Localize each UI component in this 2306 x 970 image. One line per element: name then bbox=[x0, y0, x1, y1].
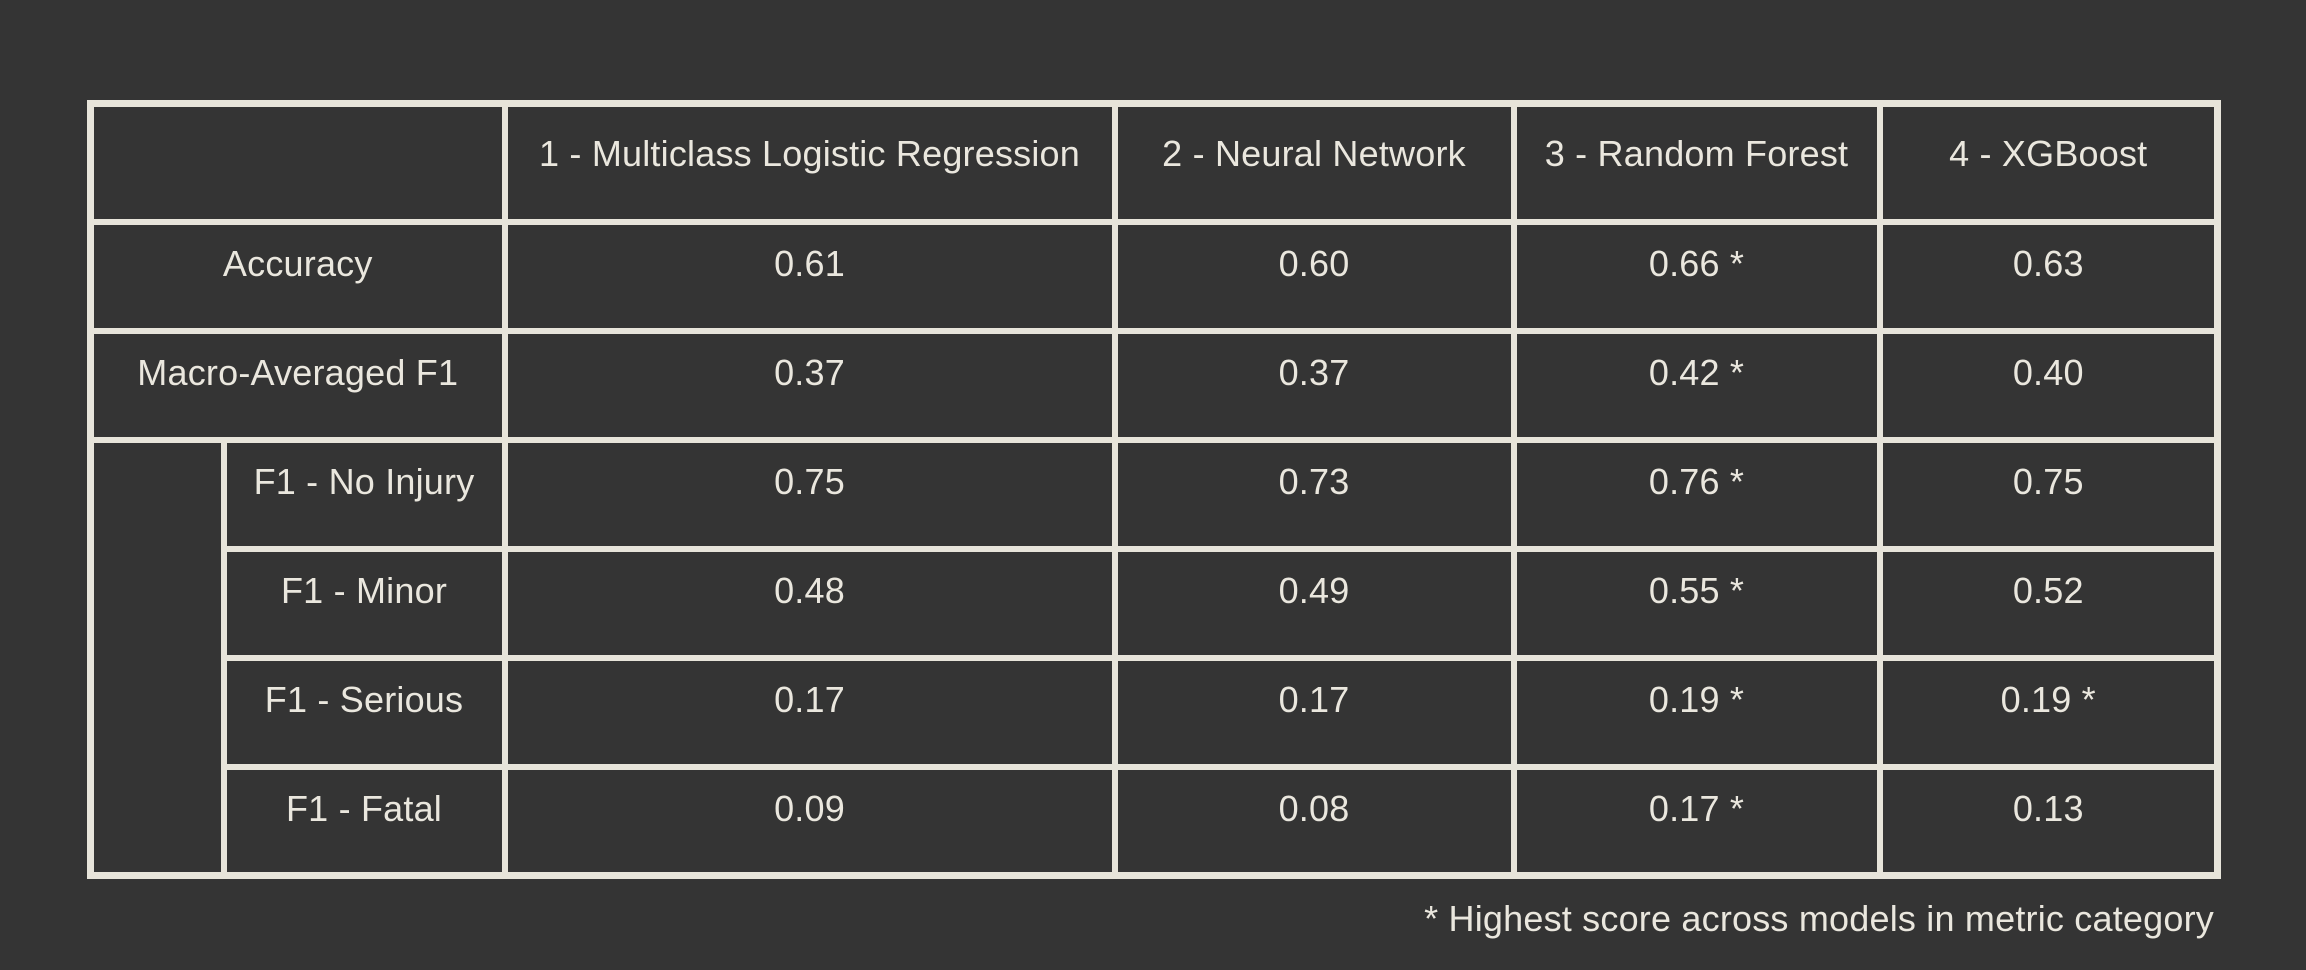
metric-value: 0.49 bbox=[1111, 545, 1517, 661]
metric-value: 0.60 bbox=[1111, 218, 1517, 334]
table-row-f1-minor: F1 - Minor 0.48 0.49 0.55 * 0.52 bbox=[91, 545, 2221, 661]
metric-value: 0.66 * bbox=[1510, 218, 1883, 334]
metric-value: 0.61 bbox=[501, 218, 1118, 334]
table-row-macro-f1: Macro-Averaged F1 0.37 0.37 0.42 * 0.40 bbox=[87, 327, 2221, 443]
metric-value: 0.09 bbox=[501, 763, 1118, 879]
row-label-f1-no-injury: F1 - No Injury bbox=[220, 436, 508, 552]
table-row-accuracy: Accuracy 0.61 0.60 0.66 * 0.63 bbox=[87, 218, 2221, 334]
metric-value: 0.75 bbox=[501, 436, 1118, 552]
metric-value: 0.75 bbox=[1876, 436, 2221, 552]
table-row-f1-serious: F1 - Serious 0.17 0.17 0.19 * 0.19 * bbox=[91, 654, 2221, 770]
metric-value: 0.55 * bbox=[1510, 545, 1883, 661]
metric-value: 0.48 bbox=[501, 545, 1118, 661]
metric-value: 0.40 bbox=[1876, 327, 2221, 443]
indent-spacer-cell bbox=[87, 436, 227, 879]
column-header-xgboost: 4 - XGBoost bbox=[1876, 100, 2221, 225]
metric-value: 0.13 bbox=[1876, 763, 2221, 879]
row-label-macro-f1: Macro-Averaged F1 bbox=[87, 327, 508, 443]
metric-value: 0.37 bbox=[501, 327, 1118, 443]
metric-value: 0.76 * bbox=[1510, 436, 1883, 552]
column-header-logistic-regression: 1 - Multiclass Logistic Regression bbox=[501, 100, 1118, 225]
row-label-accuracy: Accuracy bbox=[87, 218, 508, 334]
row-label-f1-serious: F1 - Serious bbox=[220, 654, 508, 770]
footnote: * Highest score across models in metric … bbox=[1424, 898, 2214, 939]
metric-value: 0.17 bbox=[1111, 654, 1517, 770]
metric-value: 0.19 * bbox=[1876, 654, 2221, 770]
metric-value: 0.19 * bbox=[1510, 654, 1883, 770]
metric-value: 0.63 bbox=[1876, 218, 2221, 334]
column-header-random-forest: 3 - Random Forest bbox=[1510, 100, 1883, 225]
metric-value: 0.73 bbox=[1111, 436, 1517, 552]
metric-value: 0.52 bbox=[1876, 545, 2221, 661]
header-row: 1 - Multiclass Logistic Regression 2 - N… bbox=[87, 100, 2221, 225]
metric-value: 0.37 bbox=[1111, 327, 1517, 443]
corner-cell bbox=[87, 100, 508, 225]
model-comparison-table: 1 - Multiclass Logistic Regression 2 - N… bbox=[87, 100, 2221, 879]
table-row-f1-fatal: F1 - Fatal 0.09 0.08 0.17 * 0.13 bbox=[91, 763, 2221, 879]
column-header-neural-network: 2 - Neural Network bbox=[1111, 100, 1517, 225]
row-label-f1-minor: F1 - Minor bbox=[220, 545, 508, 661]
row-label-f1-fatal: F1 - Fatal bbox=[220, 763, 508, 879]
metric-value: 0.17 bbox=[501, 654, 1118, 770]
metric-value: 0.08 bbox=[1111, 763, 1517, 879]
metric-value: 0.42 * bbox=[1510, 327, 1883, 443]
table-row-f1-no-injury: F1 - No Injury 0.75 0.73 0.76 * 0.75 bbox=[87, 436, 2221, 879]
metric-value: 0.17 * bbox=[1510, 763, 1883, 879]
